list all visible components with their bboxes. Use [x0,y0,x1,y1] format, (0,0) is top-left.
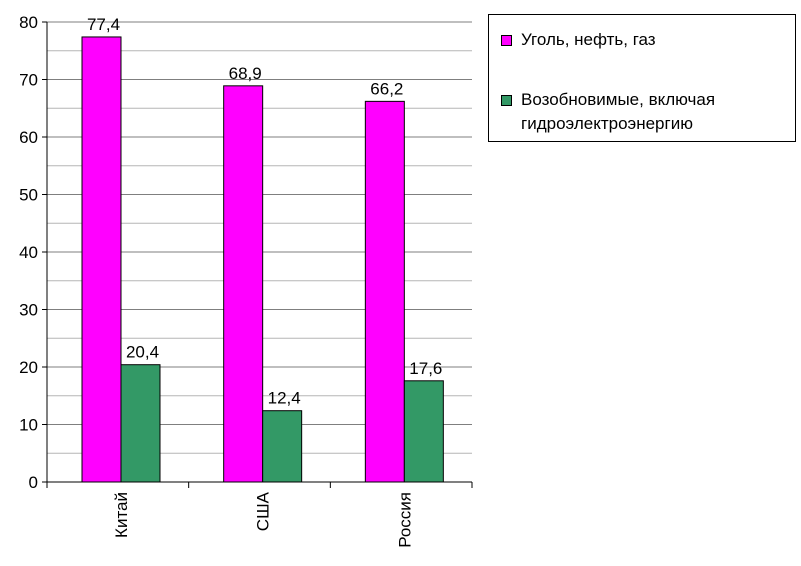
data-label: 12,4 [268,389,301,408]
bar [81,36,122,483]
category-label: США [254,491,273,531]
y-tick-label: 10 [19,416,38,435]
legend-label-renewable-2: гидроэлектроэнергию [521,114,693,133]
y-tick-label: 50 [19,186,38,205]
data-label: 66,2 [370,79,403,98]
bar [223,85,264,483]
y-tick-label: 20 [19,358,38,377]
legend-swatch-fossil [501,35,512,46]
legend: Уголь, нефть, газ Возобновимые, включая … [488,14,796,142]
y-tick-label: 80 [19,13,38,32]
category-label: Китай [112,492,131,538]
data-label: 20,4 [126,343,159,362]
y-tick-label: 70 [19,71,38,90]
bar [120,364,161,483]
legend-label-fossil: Уголь, нефть, газ [521,30,656,49]
bar [364,100,405,483]
category-label: Россия [395,492,414,548]
bar [403,380,444,483]
legend-swatch-renewable [501,95,512,106]
data-label: 17,6 [409,359,442,378]
bar [262,410,303,483]
data-label: 68,9 [229,64,262,83]
y-tick-label: 30 [19,301,38,320]
y-tick-label: 60 [19,128,38,147]
y-tick-label: 40 [19,243,38,262]
legend-label-renewable-1: Возобновимые, включая [521,90,716,109]
y-tick-label: 0 [29,473,38,492]
data-label: 77,4 [87,15,120,34]
